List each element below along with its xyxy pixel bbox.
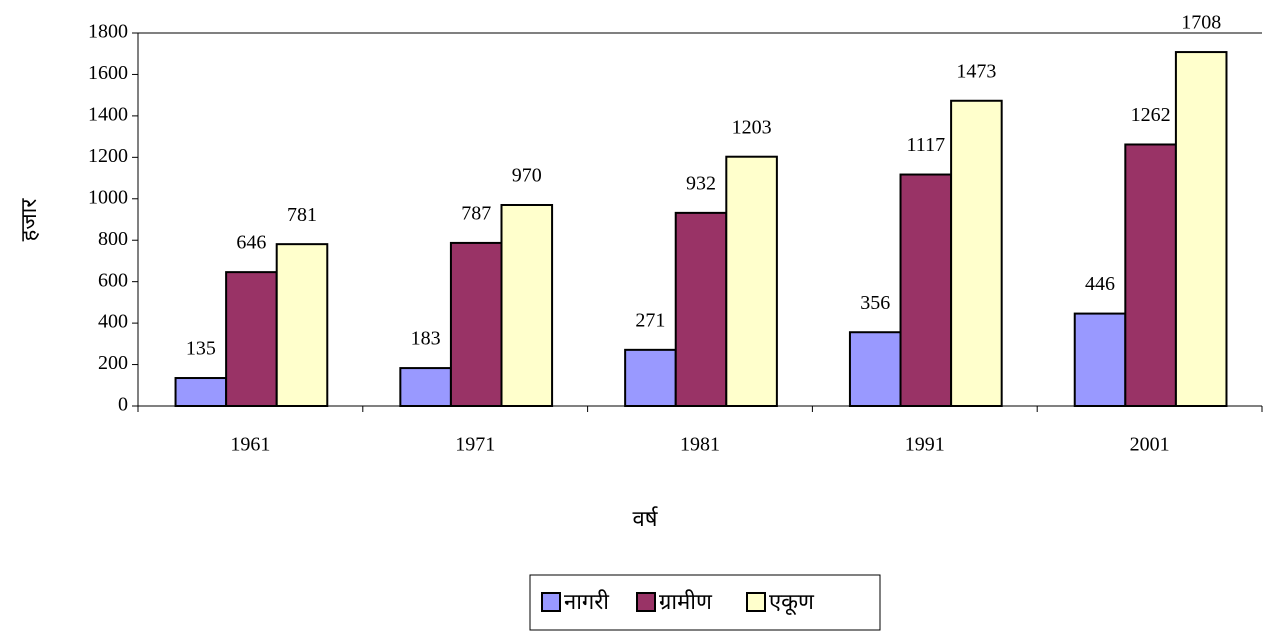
data-label: 183	[411, 328, 441, 350]
x-tick-label: 1991	[905, 434, 945, 456]
data-label: 446	[1085, 273, 1115, 295]
y-tick-label: 0	[118, 394, 128, 416]
x-tick-label: 2001	[1130, 434, 1170, 456]
bar	[399, 367, 452, 408]
bar	[725, 155, 778, 407]
data-label: 1262	[1131, 104, 1171, 126]
data-label: 970	[512, 165, 542, 187]
bar	[848, 331, 902, 407]
legend-label: नागरी	[564, 589, 609, 615]
y-tick-label: 800	[98, 228, 128, 250]
legend-label: ग्रामीण	[659, 589, 713, 615]
y-tick-label: 400	[98, 311, 128, 333]
data-label: 646	[236, 232, 266, 254]
bar	[1174, 51, 1228, 407]
x-tick-label: 1971	[455, 434, 495, 456]
bar	[174, 377, 228, 407]
data-label: 787	[461, 203, 491, 225]
legend-swatch	[541, 592, 561, 612]
bar	[1073, 312, 1127, 407]
bar	[899, 173, 953, 407]
bar	[275, 243, 329, 407]
y-tick-label: 600	[98, 269, 128, 291]
data-label: 271	[635, 309, 665, 331]
bar	[624, 348, 677, 407]
bar	[449, 241, 503, 407]
bar	[674, 211, 728, 407]
y-tick-label: 1400	[88, 103, 128, 125]
bar	[500, 203, 554, 407]
legend-swatch	[746, 592, 766, 612]
y-tick-label: 1000	[88, 186, 128, 208]
data-label: 1473	[956, 60, 996, 82]
y-tick-label: 1600	[88, 62, 128, 84]
y-axis-label: हजार	[17, 198, 42, 242]
y-tick-label: 200	[98, 352, 128, 374]
data-label: 781	[287, 204, 317, 226]
y-tick-label: 1200	[88, 145, 128, 167]
bar	[225, 271, 278, 407]
data-label: 356	[860, 292, 890, 314]
data-label: 1708	[1181, 12, 1221, 34]
y-tick-label: 1800	[88, 21, 128, 43]
data-label: 932	[686, 172, 716, 194]
bar	[950, 99, 1003, 408]
legend-label: एकूण	[769, 590, 815, 616]
legend-box	[529, 574, 881, 631]
data-label: 135	[186, 338, 216, 360]
bar	[1124, 143, 1177, 407]
data-label: 1203	[732, 116, 772, 138]
x-axis-label: वर्ष	[633, 506, 659, 532]
data-label: 1117	[907, 134, 946, 156]
x-tick-label: 1961	[230, 434, 270, 456]
legend-swatch	[636, 592, 656, 612]
x-tick-label: 1981	[680, 434, 720, 456]
